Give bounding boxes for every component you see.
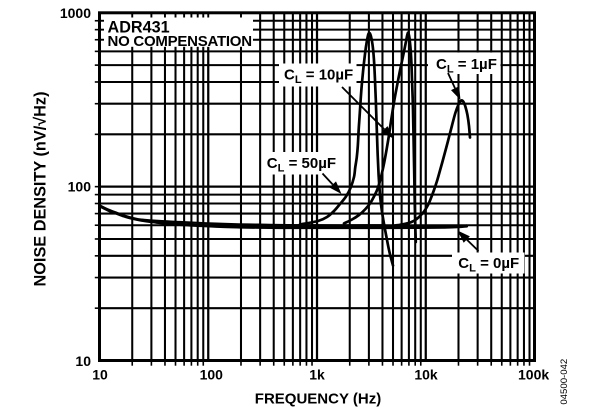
svg-text:CL = 1µF: CL = 1µF (436, 56, 497, 76)
svg-text:ADR431: ADR431 (108, 19, 170, 37)
svg-text:CL = 0µF: CL = 0µF (458, 255, 519, 275)
svg-text:NO COMPENSATION: NO COMPENSATION (108, 33, 252, 50)
svg-text:CL = 10µF: CL = 10µF (284, 66, 353, 86)
svg-text:100k: 100k (518, 366, 549, 382)
svg-text:10: 10 (75, 353, 91, 369)
svg-text:NOISE DENSITY (nV/√Hz): NOISE DENSITY (nV/√Hz) (32, 92, 50, 287)
svg-text:1k: 1k (309, 366, 325, 382)
svg-text:10k: 10k (414, 366, 438, 382)
svg-text:10: 10 (92, 366, 108, 382)
svg-text:CL = 50µF: CL = 50µF (267, 155, 336, 175)
svg-text:04500-042: 04500-042 (559, 359, 570, 405)
svg-text:100: 100 (200, 366, 224, 382)
svg-text:FREQUENCY (Hz): FREQUENCY (Hz) (255, 391, 381, 408)
svg-text:1000: 1000 (60, 5, 91, 21)
svg-text:100: 100 (68, 179, 92, 195)
